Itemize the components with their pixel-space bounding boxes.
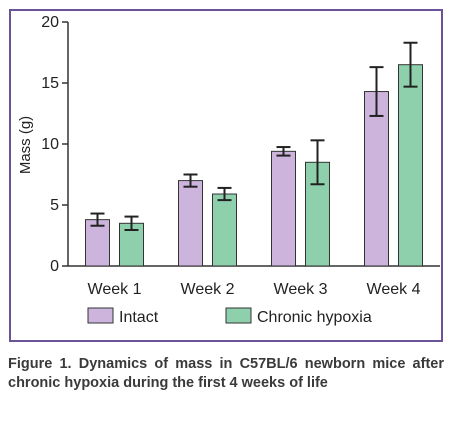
bar-intact-week-1 [85,219,110,267]
bars-group [85,41,423,267]
y-tick-label: 10 [41,136,59,153]
legend-label-chronic-hypoxia: Chronic hypoxia [257,309,372,326]
bar-chronic-hypoxia-week-2 [212,193,237,267]
y-tick-label: 20 [41,14,59,31]
legend-swatch-intact [87,307,114,324]
bar-chronic-hypoxia-week-4 [398,64,423,267]
legend: Intact Chronic hypoxia [87,307,372,326]
x-tick-label: Week 3 [274,281,328,298]
x-tick-label: Week 2 [181,281,235,298]
x-axis: Week 1 Week 2 Week 3 Week 4 [68,265,440,298]
y-axis: 0 5 10 15 20 [41,14,69,275]
bar-intact-week-3 [271,150,296,267]
y-axis-title: Mass (g) [17,116,34,174]
bar-intact-week-2 [178,180,203,267]
y-tick-label: 15 [41,75,59,92]
y-tick-label: 5 [50,197,59,214]
bar-chart: 0 5 10 15 20 Week 1 Week 2 Week 3 Week 4 Mass (… [17,14,440,326]
legend-swatch-chronic-hypoxia [225,307,252,324]
figure-caption: Figure 1. Dynamics of mass in C57BL/6 ne… [8,356,444,391]
legend-label-intact: Intact [119,309,159,326]
y-tick-label: 0 [50,258,59,275]
bar-intact-week-4 [364,91,389,267]
x-tick-label: Week 1 [88,281,142,298]
bar-chronic-hypoxia-week-1 [119,222,144,267]
x-tick-label: Week 4 [367,281,421,298]
